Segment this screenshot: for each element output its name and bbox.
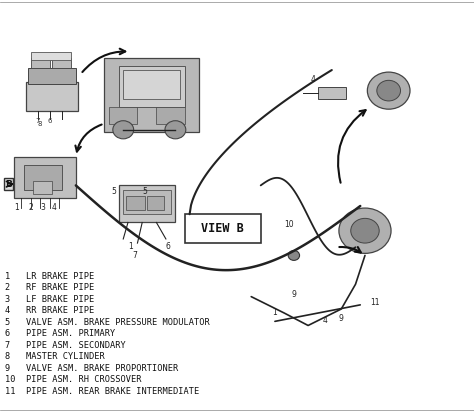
Bar	[123, 190, 171, 214]
Bar	[31, 58, 50, 68]
Text: 8: 8	[37, 121, 42, 126]
Text: 1: 1	[14, 203, 19, 212]
Text: 4: 4	[310, 75, 315, 84]
Text: 7: 7	[36, 118, 40, 124]
Bar	[118, 185, 175, 222]
Text: 3   LF BRAKE PIPE: 3 LF BRAKE PIPE	[5, 295, 94, 304]
Bar	[24, 165, 62, 190]
Text: 9: 9	[292, 290, 296, 299]
Text: 6: 6	[47, 118, 52, 124]
Circle shape	[377, 80, 401, 101]
Text: 9   VALVE ASM. BRAKE PROPORTIONER: 9 VALVE ASM. BRAKE PROPORTIONER	[5, 364, 178, 373]
Text: 7: 7	[133, 250, 137, 260]
Text: 6   PIPE ASM. PRIMARY: 6 PIPE ASM. PRIMARY	[5, 329, 115, 338]
Circle shape	[351, 218, 379, 243]
Text: 1: 1	[128, 242, 133, 251]
Text: 2   RF BRAKE PIPE: 2 RF BRAKE PIPE	[5, 283, 94, 292]
Text: 5: 5	[111, 187, 116, 196]
Text: 8   MASTER CYLINDER: 8 MASTER CYLINDER	[5, 352, 104, 361]
Text: 9: 9	[339, 314, 344, 323]
Circle shape	[288, 250, 300, 260]
Circle shape	[367, 72, 410, 109]
Bar	[118, 66, 185, 107]
Bar	[123, 70, 180, 99]
Text: 5: 5	[142, 187, 147, 196]
Bar	[52, 58, 71, 68]
Text: VIEW B: VIEW B	[201, 222, 244, 235]
Text: 4   RR BRAKE PIPE: 4 RR BRAKE PIPE	[5, 306, 94, 315]
Text: 5   VALVE ASM. BRAKE PRESSURE MODULATOR: 5 VALVE ASM. BRAKE PRESSURE MODULATOR	[5, 318, 210, 327]
Text: 3: 3	[40, 203, 45, 212]
Bar	[26, 82, 78, 111]
Bar	[14, 157, 76, 198]
Bar	[147, 196, 164, 210]
Bar	[109, 107, 137, 124]
Text: 10  PIPE ASM. RH CROSSOVER: 10 PIPE ASM. RH CROSSOVER	[5, 375, 141, 384]
Text: 1: 1	[273, 308, 277, 317]
Bar	[28, 68, 76, 84]
Circle shape	[165, 121, 186, 139]
Text: 4: 4	[52, 203, 57, 212]
Text: 2: 2	[28, 203, 33, 212]
Bar	[126, 196, 145, 210]
Text: B: B	[5, 180, 12, 189]
Bar	[104, 58, 199, 132]
Text: 1   LR BRAKE PIPE: 1 LR BRAKE PIPE	[5, 272, 94, 281]
Bar	[318, 87, 346, 99]
Bar	[156, 107, 185, 124]
Text: 4: 4	[322, 316, 327, 325]
Text: 11: 11	[370, 298, 379, 307]
Text: 7   PIPE ASM. SECONDARY: 7 PIPE ASM. SECONDARY	[5, 341, 126, 350]
Bar	[33, 181, 52, 194]
Text: 6: 6	[166, 242, 171, 251]
Circle shape	[113, 121, 134, 139]
Text: 10: 10	[284, 220, 294, 229]
Text: 11  PIPE ASM. REAR BRAKE INTERMEDIATE: 11 PIPE ASM. REAR BRAKE INTERMEDIATE	[5, 387, 199, 396]
Circle shape	[339, 208, 391, 253]
Bar	[31, 52, 71, 60]
FancyBboxPatch shape	[185, 214, 261, 243]
